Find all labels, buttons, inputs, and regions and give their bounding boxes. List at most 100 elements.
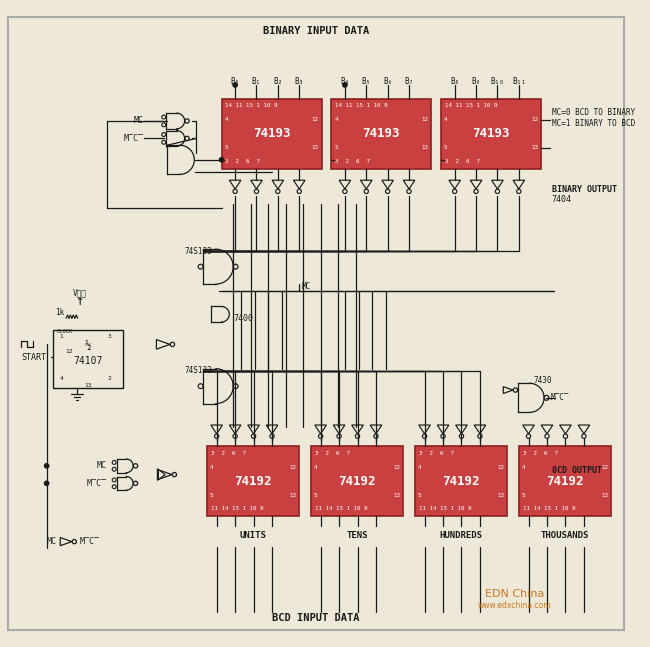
Text: B₄: B₄ [341,76,350,85]
Text: B₃: B₃ [294,76,304,85]
Text: 7400: 7400 [233,314,253,323]
Text: 74193: 74193 [473,127,510,140]
Text: 11 14 15 1 10 9: 11 14 15 1 10 9 [315,507,367,512]
Text: 12: 12 [531,117,538,122]
Text: 74192: 74192 [235,475,272,488]
Text: 11 14 15 1 10 9: 11 14 15 1 10 9 [211,507,263,512]
Text: 5: 5 [334,145,338,150]
Text: ½: ½ [85,340,92,351]
Text: 12: 12 [421,117,428,122]
Bar [519,446,611,516]
Text: 4: 4 [334,117,338,122]
Text: 11 14 15 1 10 9: 11 14 15 1 10 9 [523,507,575,512]
Text: 12: 12 [601,465,608,470]
Text: 14 11 15 1 10 9: 14 11 15 1 10 9 [226,104,278,109]
Circle shape [343,83,347,87]
Text: 13: 13 [531,145,538,150]
Text: 4: 4 [59,376,63,381]
Text: 5: 5 [314,493,317,498]
Text: MC: MC [46,537,57,546]
Text: M̅C̅: M̅C̅ [80,537,99,546]
Bar [332,98,432,168]
Text: B₉: B₉ [471,76,481,85]
Text: ↑: ↑ [75,294,84,308]
Text: MC: MC [301,281,311,291]
Text: HUNDREDS: HUNDREDS [439,531,482,540]
Bar [207,446,299,516]
Text: 4: 4 [224,117,228,122]
Text: 5: 5 [210,493,213,498]
Text: 12: 12 [497,465,504,470]
Text: 74S133: 74S133 [185,366,213,375]
Text: 3  2  6  7: 3 2 6 7 [315,451,350,456]
Text: M̅C̅: M̅C̅ [124,134,144,143]
Text: 74192: 74192 [338,475,376,488]
Text: 13: 13 [601,493,608,498]
Text: 3  2  6  7: 3 2 6 7 [226,159,261,164]
Text: 5: 5 [522,493,525,498]
Text: 13: 13 [497,493,504,498]
Text: B₁: B₁ [252,76,261,85]
Text: BINARY INPUT DATA: BINARY INPUT DATA [263,26,369,36]
Text: 1: 1 [59,334,63,339]
Text: 12: 12 [289,465,296,470]
Text: B₀: B₀ [231,76,240,85]
Text: 12: 12 [65,349,73,354]
Text: 12: 12 [393,465,400,470]
Text: BINARY OUTPUT: BINARY OUTPUT [552,186,617,194]
Text: B₈: B₈ [450,76,460,85]
Text: MC: MC [134,116,144,126]
Text: 74193: 74193 [253,127,291,140]
Text: 14 11 15 1 10 9: 14 11 15 1 10 9 [445,104,497,109]
Text: 3: 3 [108,334,112,339]
Text: B₅: B₅ [361,76,371,85]
Text: START: START [21,353,46,362]
Circle shape [44,464,49,468]
Text: 4: 4 [314,465,317,470]
Text: B₁₀: B₁₀ [491,76,504,85]
Text: 5: 5 [444,145,447,150]
Text: B₇: B₇ [404,76,413,85]
Text: B₆: B₆ [383,76,393,85]
Text: B₁₁: B₁₁ [512,76,526,85]
Bar [441,98,541,168]
Text: 4: 4 [210,465,213,470]
Text: 3  2  6  7: 3 2 6 7 [445,159,480,164]
Text: 13: 13 [84,382,92,388]
Text: UNITS: UNITS [240,531,266,540]
Bar [415,446,507,516]
Text: BCD INPUT DATA: BCD INPUT DATA [272,613,359,623]
Circle shape [44,481,49,485]
Text: 4: 4 [522,465,525,470]
Text: 8CD OUTPUT: 8CD OUTPUT [552,466,602,476]
Circle shape [233,83,237,87]
Bar [311,446,403,516]
Text: MC=0 BCD TO BINARY: MC=0 BCD TO BINARY [552,107,635,116]
Text: 7404: 7404 [552,195,572,204]
Text: THOUSANDS: THOUSANDS [541,531,589,540]
Text: 3  2  6  7: 3 2 6 7 [523,451,558,456]
Text: B₂: B₂ [273,76,283,85]
Text: 3  2  6  7: 3 2 6 7 [335,159,370,164]
Text: 2: 2 [108,376,112,381]
Text: 14 11 15 1 10 9: 14 11 15 1 10 9 [335,104,387,109]
Text: 74193: 74193 [363,127,400,140]
Text: MC: MC [97,461,107,470]
Text: 74107: 74107 [73,356,103,366]
Text: 13: 13 [393,493,400,498]
Text: 74192: 74192 [546,475,584,488]
Text: 7430: 7430 [534,376,552,385]
Text: TENS: TENS [346,531,368,540]
Text: 74192: 74192 [442,475,480,488]
Bar [222,98,322,168]
Circle shape [220,158,224,162]
Text: 11 14 15 1 10 9: 11 14 15 1 10 9 [419,507,471,512]
Text: 3  2  6  7: 3 2 6 7 [211,451,246,456]
Text: 13: 13 [311,145,318,150]
Text: 4: 4 [418,465,421,470]
Text: 12: 12 [311,117,318,122]
Text: M̅C̅: M̅C̅ [551,393,569,402]
Text: 5: 5 [418,493,421,498]
Text: 1k: 1k [56,308,65,317]
Text: 5: 5 [224,145,228,150]
